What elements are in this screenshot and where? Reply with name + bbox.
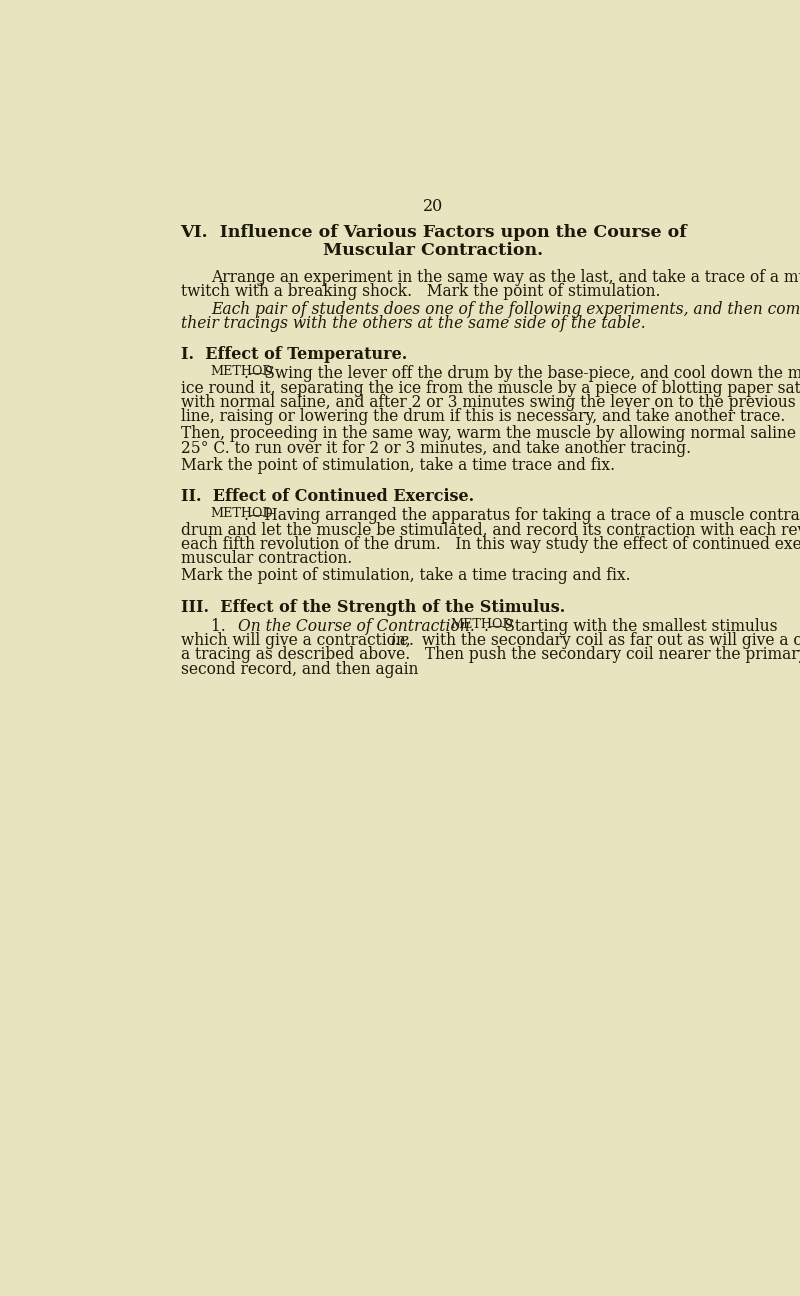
Text: with normal saline, and after 2 or 3 minutes swing the lever on to the previous : with normal saline, and after 2 or 3 min… <box>182 394 800 411</box>
Text: METHOD: METHOD <box>211 365 274 378</box>
Text: each fifth revolution of the drum.   In this way study the effect of continued e: each fifth revolution of the drum. In th… <box>182 535 800 553</box>
Text: I.  Effect of Temperature.: I. Effect of Temperature. <box>182 346 408 363</box>
Text: Then, proceeding in the same way, warm the muscle by allowing normal saline at: Then, proceeding in the same way, warm t… <box>182 425 800 442</box>
Text: drum and let the muscle be stimulated, and record its contraction with each revo: drum and let the muscle be stimulated, a… <box>182 521 800 539</box>
Text: their tracings with the others at the same side of the table.: their tracings with the others at the sa… <box>182 315 646 332</box>
Text: .—Starting with the smallest stimulus: .—Starting with the smallest stimulus <box>483 618 777 635</box>
Text: METHOD: METHOD <box>211 507 274 520</box>
Text: II.  Effect of Continued Exercise.: II. Effect of Continued Exercise. <box>182 489 474 505</box>
Text: line, raising or lowering the drum if this is necessary, and take another trace.: line, raising or lowering the drum if th… <box>182 408 786 425</box>
Text: with the secondary coil as far out as will give a contraction, take: with the secondary coil as far out as wi… <box>417 632 800 649</box>
Text: which will give a contraction,: which will give a contraction, <box>182 632 416 649</box>
Text: III.  Effect of the Strength of the Stimulus.: III. Effect of the Strength of the Stimu… <box>182 599 566 616</box>
Text: 1.: 1. <box>211 618 235 635</box>
Text: .—Having arranged the apparatus for taking a trace of a muscle contraction, star: .—Having arranged the apparatus for taki… <box>244 507 800 525</box>
Text: METHOD: METHOD <box>450 618 513 631</box>
Text: ice round it, separating the ice from the muscle by a piece of blotting paper sa: ice round it, separating the ice from th… <box>182 380 800 397</box>
Text: Mark the point of stimulation, take a time trace and fix.: Mark the point of stimulation, take a ti… <box>182 457 615 474</box>
Text: 20: 20 <box>423 198 443 215</box>
Text: muscular contraction.: muscular contraction. <box>182 550 353 568</box>
Text: Mark the point of stimulation, take a time tracing and fix.: Mark the point of stimulation, take a ti… <box>182 568 631 584</box>
Text: Each pair of students does one of the following experiments, and then compares: Each pair of students does one of the fo… <box>211 301 800 318</box>
Text: Arrange an experiment in the same way as the last, and take a trace of a muscle: Arrange an experiment in the same way as… <box>211 270 800 286</box>
Text: i.e.: i.e. <box>390 632 414 649</box>
Text: VI.  Influence of Various Factors upon the Course of: VI. Influence of Various Factors upon th… <box>180 224 686 241</box>
Text: twitch with a breaking shock.   Mark the point of stimulation.: twitch with a breaking shock. Mark the p… <box>182 284 661 301</box>
Text: .—Swing the lever off the drum by the base-piece, and cool down the muscle by pu: .—Swing the lever off the drum by the ba… <box>244 365 800 382</box>
Text: second record, and then again: second record, and then again <box>182 661 418 678</box>
Text: Muscular Contraction.: Muscular Contraction. <box>323 242 543 259</box>
Text: a tracing as described above.   Then push the secondary coil nearer the primary : a tracing as described above. Then push … <box>182 647 800 664</box>
Text: On the Course of Contraction.: On the Course of Contraction. <box>238 618 474 635</box>
Text: 25° C. to run over it for 2 or 3 minutes, and take another tracing.: 25° C. to run over it for 2 or 3 minutes… <box>182 439 691 456</box>
